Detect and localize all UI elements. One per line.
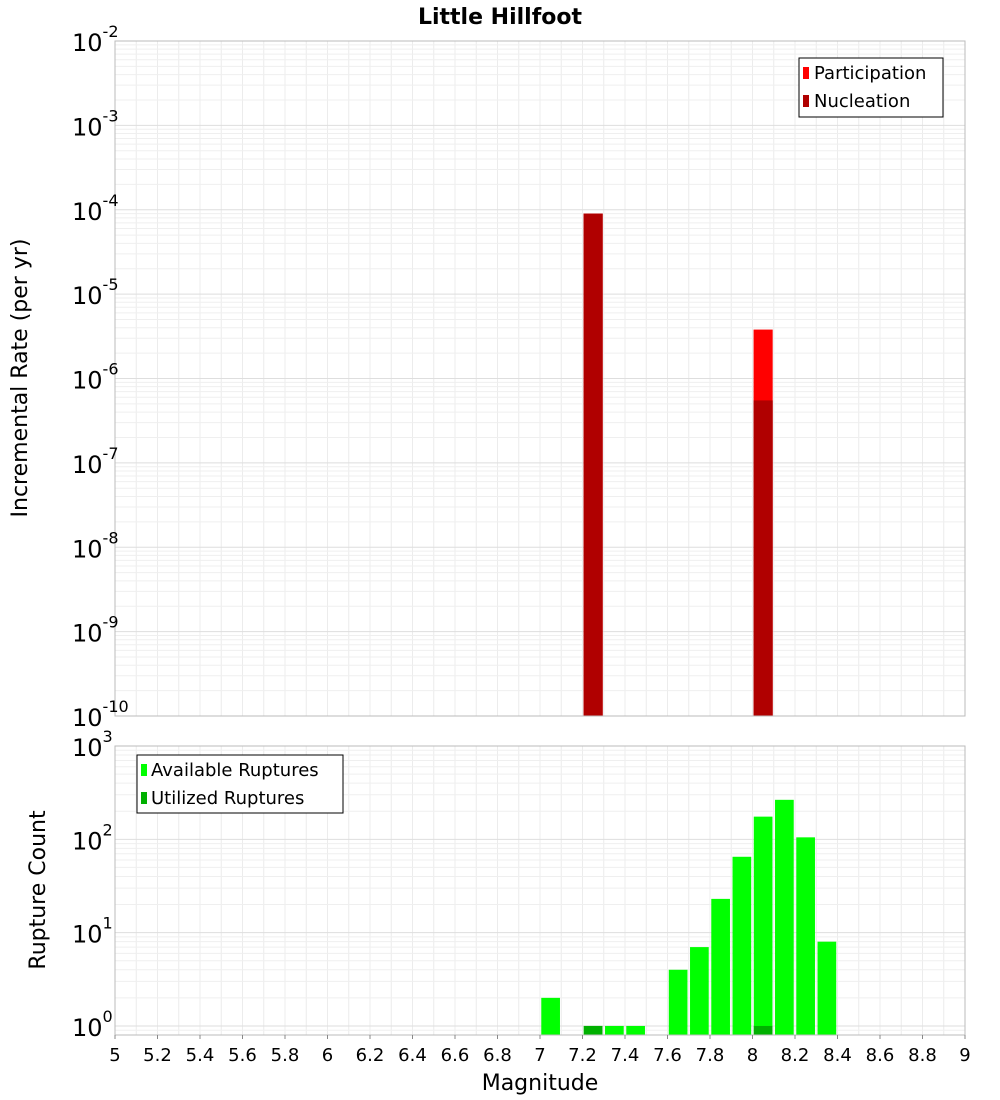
- count-legend: Available Ruptures Utilized Ruptures: [136, 754, 344, 814]
- y-tick-label: 102: [72, 820, 113, 855]
- rate-legend-box: [798, 57, 944, 118]
- participation-legend-label: Participation: [814, 63, 926, 84]
- chart-title: Little Hillfoot: [418, 5, 583, 30]
- rate-bars: [583, 213, 773, 717]
- x-axis-label: Magnitude: [482, 1071, 599, 1096]
- y-tick-label: 101: [72, 914, 113, 949]
- nucleation-legend-swatch: [803, 95, 809, 107]
- y-tick-label: 10-5: [72, 275, 119, 310]
- x-tick-label: 6.4: [398, 1045, 427, 1066]
- bar-available-ruptures: [668, 969, 688, 1035]
- y-tick-label: 10-3: [72, 106, 119, 141]
- y-tick-label: 100: [72, 1007, 113, 1042]
- available-legend-swatch: [141, 764, 147, 776]
- x-tick-label: 8.4: [823, 1045, 852, 1066]
- count-bars: [541, 799, 837, 1035]
- count-legend-box: [136, 754, 344, 814]
- x-tick-label: 8.8: [908, 1045, 937, 1066]
- y-tick-label: 10-6: [72, 360, 119, 395]
- rate-legend: Participation Nucleation: [798, 57, 944, 118]
- x-tick-label: 9: [959, 1045, 970, 1066]
- bar-available-ruptures: [796, 837, 815, 1035]
- count-y-axis-label: Rupture Count: [26, 810, 51, 970]
- y-tick-label: 10-8: [72, 528, 119, 563]
- y-tick-label: 10-9: [72, 613, 119, 648]
- bar-utilized-ruptures: [753, 1025, 773, 1035]
- count-y-ticks: 100 101 102 103: [72, 727, 113, 1042]
- nucleation-legend-label: Nucleation: [814, 91, 910, 112]
- x-tick-label: 6.6: [441, 1045, 470, 1066]
- bar-available-ruptures: [605, 1025, 624, 1035]
- x-tick-label: 6: [322, 1045, 333, 1066]
- bar-available-ruptures: [732, 856, 752, 1035]
- x-ticks: 5 5.2 5.4 5.6 5.8 6 6.2 6.4 6.6 6.8 7 7.2 7.4 7.6 7.8 8…: [109, 1035, 971, 1066]
- bar-available-ruptures: [690, 947, 709, 1035]
- bar-available-ruptures: [775, 799, 794, 1035]
- bar-nucleation: [583, 213, 603, 717]
- rate-grid: [114, 40, 966, 717]
- available-legend-label: Available Ruptures: [151, 760, 319, 781]
- count-panel: 100 101 102 103 5 5.2 5.4 5.6 5.8 6 6.2 6.4 6.6 6.8 7…: [26, 727, 971, 1096]
- participation-legend-swatch: [803, 67, 809, 79]
- x-tick-label: 8.6: [866, 1045, 895, 1066]
- x-tick-label: 5.4: [186, 1045, 215, 1066]
- x-tick-label: 6.2: [356, 1045, 385, 1066]
- rate-panel: 10-10 10-9 10-8 10-7 10-6 10-5 10-4 10-3 10-2 In…: [8, 22, 966, 732]
- rate-y-ticks: 10-10 10-9 10-8 10-7 10-6 10-5 10-4 10-3 10-2: [72, 22, 129, 732]
- x-tick-label: 7.6: [653, 1045, 682, 1066]
- x-tick-label: 7.2: [568, 1045, 597, 1066]
- utilized-legend-swatch: [141, 792, 147, 804]
- rate-y-axis-label: Incremental Rate (per yr): [8, 239, 33, 518]
- x-tick-label: 5.8: [271, 1045, 300, 1066]
- utilized-legend-label: Utilized Ruptures: [151, 788, 304, 809]
- rate-plot-frame: [114, 40, 966, 717]
- x-tick-label: 7.4: [611, 1045, 640, 1066]
- bar-available-ruptures: [817, 941, 837, 1035]
- bar-available-ruptures: [711, 898, 730, 1035]
- x-tick-label: 7.8: [696, 1045, 725, 1066]
- x-tick-label: 5.6: [228, 1045, 257, 1066]
- x-tick-label: 8.2: [781, 1045, 810, 1066]
- x-tick-label: 8: [747, 1045, 758, 1066]
- y-tick-label: 103: [72, 727, 113, 762]
- y-tick-label: 10-4: [72, 191, 119, 226]
- bar-available-ruptures: [541, 997, 560, 1035]
- x-tick-label: 5.2: [143, 1045, 172, 1066]
- y-tick-label: 10-10: [72, 697, 129, 732]
- y-tick-label: 10-7: [72, 444, 119, 479]
- x-tick-label: 7: [534, 1045, 545, 1066]
- bar-nucleation: [753, 400, 773, 716]
- x-tick-label: 6.8: [483, 1045, 512, 1066]
- bar-utilized-ruptures: [583, 1025, 603, 1035]
- bar-available-ruptures: [626, 1025, 645, 1035]
- bar-available-ruptures: [753, 816, 773, 1035]
- y-tick-label: 10-2: [72, 22, 119, 57]
- x-tick-label: 5: [109, 1045, 120, 1066]
